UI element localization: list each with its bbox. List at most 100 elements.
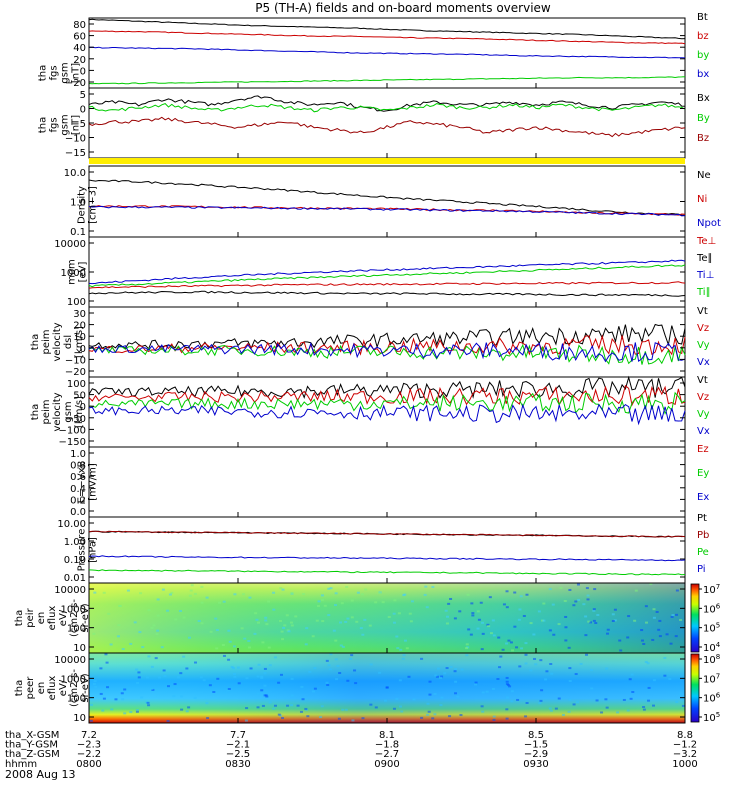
spectrogram-cell <box>486 623 490 626</box>
spectrogram-cell <box>584 634 588 637</box>
spectrogram-cell <box>129 711 133 714</box>
footer-value: −2.1 <box>226 740 250 751</box>
spectrogram-cell <box>325 659 329 662</box>
panel-frame <box>88 516 686 584</box>
spectrogram-cell <box>505 590 509 593</box>
spectrogram-cell <box>166 719 170 722</box>
spectrogram-cell <box>505 708 509 711</box>
spectrogram-cell <box>559 586 563 589</box>
spectrogram-cell <box>137 676 141 679</box>
spectrogram-cell <box>368 624 372 627</box>
spectrogram-cell <box>248 646 252 649</box>
spectrogram-cell <box>590 687 594 690</box>
spectrogram-cell <box>260 675 264 678</box>
spectrogram-cell <box>587 620 591 623</box>
spectrogram-cell <box>594 622 598 625</box>
spectrogram-cell <box>548 588 552 591</box>
spectrogram-cell <box>222 600 226 603</box>
spectrogram-cell <box>197 619 201 622</box>
spectrogram-cell <box>454 680 458 683</box>
spectrogram-cell <box>221 644 225 647</box>
spectrogram-cell <box>459 714 463 717</box>
spectrogram-cell <box>222 654 226 657</box>
y-tick-label: −5 <box>71 119 86 130</box>
spectrogram-cell <box>268 664 272 667</box>
spectrogram-cell <box>658 635 662 638</box>
spectrogram-cell <box>563 599 567 602</box>
spectrogram-cell <box>630 673 634 676</box>
spectrogram-cell <box>126 589 130 592</box>
spectrogram-cell <box>327 614 331 617</box>
spectrogram-cell <box>427 710 431 713</box>
y-tick-label: 1000 <box>61 604 86 615</box>
spectrogram-cell <box>668 678 672 681</box>
spectrogram-cell <box>443 672 447 675</box>
spectrogram-cell <box>369 703 373 706</box>
spectrogram-cell <box>501 648 505 651</box>
spectrogram-cell <box>99 692 103 695</box>
spectrogram-cell <box>505 717 509 720</box>
spectrogram-cell <box>166 685 170 688</box>
y-tick-label: 1000 <box>61 268 86 279</box>
spectrogram-cell <box>557 623 561 626</box>
spectrogram-cell <box>254 612 258 615</box>
panel-7: 1.00.80.60.40.20.0 E=−VxB[mV/m] Ez Ey Ex <box>70 444 709 518</box>
spectrogram-cell <box>439 676 443 679</box>
spectrogram-cell <box>267 646 271 649</box>
y-tick-label: 100 <box>67 379 86 390</box>
y-axis-label: thapeimvelocitydsl[km/s] <box>30 322 85 361</box>
spectrogram-cell <box>185 667 189 670</box>
spectrogram-cell <box>209 630 213 633</box>
spectrogram-cell <box>245 677 249 680</box>
spectrogram-cell <box>336 664 340 667</box>
spectrogram-cell <box>168 593 172 596</box>
spectrogram-cell <box>320 599 324 602</box>
spectrogram-cell <box>510 690 514 693</box>
y-tick-label: 1000 <box>61 674 86 685</box>
y-tick-label: 0.4 <box>70 484 86 495</box>
spectrogram-cell <box>652 704 656 707</box>
spectrogram-cell <box>436 667 440 670</box>
spectrogram-cell <box>626 709 630 712</box>
spectrogram-cell <box>611 613 615 616</box>
spectrogram-cell <box>567 646 571 649</box>
spectrogram-cell <box>178 610 182 613</box>
spectrogram-cell <box>568 698 572 701</box>
spectrogram-cell <box>341 708 345 711</box>
spectrogram-cell <box>529 669 533 672</box>
spectrogram-cell <box>145 676 149 679</box>
colorbar-label: 106 <box>703 692 721 705</box>
spectrogram-cell <box>188 594 192 597</box>
y-tick-label: 0 <box>80 66 86 77</box>
spectrogram-cell <box>465 647 469 650</box>
spectrogram-cell <box>407 675 411 678</box>
spectrogram-cell <box>205 596 209 599</box>
spectrogram-cell <box>398 705 402 708</box>
spectrogram-cell <box>121 698 125 701</box>
spectrogram-cell <box>652 608 656 611</box>
spectrogram-cell <box>405 647 409 650</box>
spectrogram-cell <box>480 705 484 708</box>
spectrogram-cell <box>585 587 589 590</box>
series-pi <box>88 555 686 562</box>
spectrogram-cell <box>465 643 469 646</box>
spectrogram-cell <box>152 624 156 627</box>
spectrogram-cell <box>334 604 338 607</box>
spectrogram-cell <box>474 681 478 684</box>
spectrogram-cell <box>402 654 406 657</box>
spectrogram-cell <box>334 658 338 661</box>
spectrogram-cell <box>253 632 257 635</box>
legend-item: Te⊥ <box>696 236 716 247</box>
spectrogram-cell <box>313 687 317 690</box>
footer-value: −2.5 <box>226 749 250 760</box>
spectrogram-cell <box>101 709 105 712</box>
spectrogram-cell <box>613 608 617 611</box>
spectrogram-cell <box>538 702 542 705</box>
spectrogram-cell <box>308 670 312 673</box>
spectrogram-cell <box>426 713 430 716</box>
footer-value: −1.8 <box>375 740 399 751</box>
spectrogram-cell <box>199 676 203 679</box>
